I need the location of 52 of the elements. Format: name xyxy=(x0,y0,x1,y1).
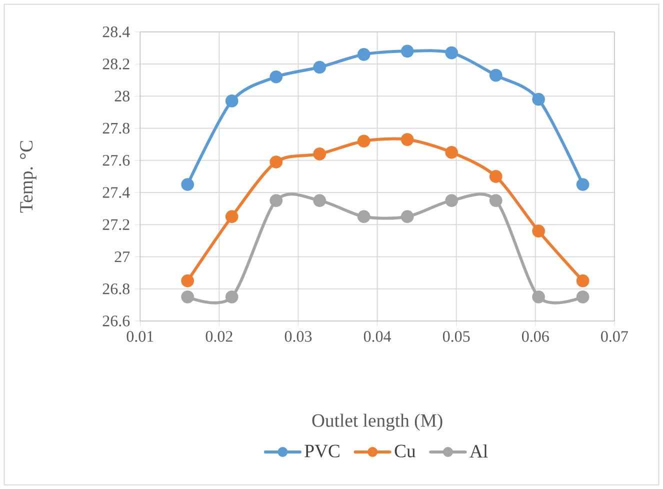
point xyxy=(270,194,283,207)
y-tick-label: 28 xyxy=(114,90,130,102)
y-axis-title: Temp. °C xyxy=(20,140,36,213)
x-tick-label: 0.06 xyxy=(522,330,549,342)
point xyxy=(400,133,414,146)
point xyxy=(532,290,545,304)
y-tick-label: 28.4 xyxy=(102,26,130,38)
point xyxy=(225,210,238,223)
x-tick-label: 0.02 xyxy=(206,330,232,342)
x-tick-label: 0.01 xyxy=(126,330,154,342)
point xyxy=(313,60,326,74)
point xyxy=(576,274,590,288)
y-tick-label: 27.4 xyxy=(102,187,130,198)
point xyxy=(270,70,283,84)
y-tick-label: 27.8 xyxy=(102,122,130,134)
point xyxy=(181,274,194,288)
point xyxy=(532,224,545,238)
x-tick-label: 0.03 xyxy=(284,330,312,342)
point xyxy=(445,194,458,207)
point xyxy=(270,156,283,168)
point xyxy=(313,194,326,207)
point xyxy=(313,147,326,160)
point xyxy=(181,178,194,191)
legend-label: PVC xyxy=(304,444,340,458)
point xyxy=(445,146,458,159)
point xyxy=(400,44,414,58)
y-tick-label: 26.8 xyxy=(102,283,130,294)
legend-label: Al xyxy=(470,444,488,458)
y-tick-label: 27.6 xyxy=(102,154,130,166)
point xyxy=(357,48,370,61)
point xyxy=(357,210,370,223)
point xyxy=(489,68,502,82)
y-tick-label: 28.2 xyxy=(102,58,130,70)
legend-label: Cu xyxy=(394,444,416,458)
y-tick-label: 27 xyxy=(114,251,130,262)
point xyxy=(445,46,458,60)
y-tick-label: 27.2 xyxy=(102,219,130,230)
point xyxy=(225,94,238,108)
point xyxy=(225,290,238,304)
point xyxy=(357,134,370,148)
point xyxy=(489,194,502,207)
x-axis-title: Outlet length (M) xyxy=(312,414,442,431)
point xyxy=(576,290,590,304)
x-tick-label: 0.05 xyxy=(442,330,470,342)
point xyxy=(181,290,194,304)
point xyxy=(532,92,545,106)
point xyxy=(400,210,414,223)
x-tick-label: 0.04 xyxy=(364,330,392,342)
y-tick-label: 26.6 xyxy=(102,316,130,326)
point xyxy=(489,170,502,183)
point xyxy=(576,178,590,191)
x-tick-label: 0.07 xyxy=(601,330,628,342)
